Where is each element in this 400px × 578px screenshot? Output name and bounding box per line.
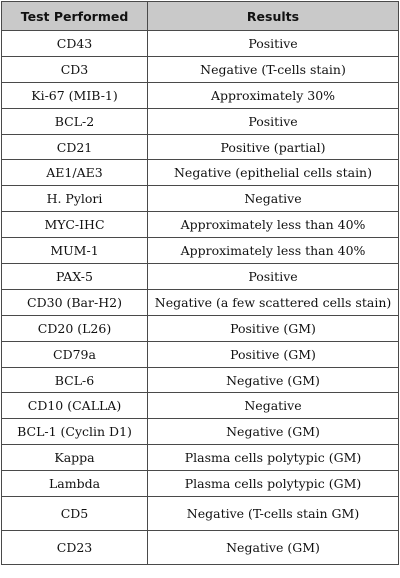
- result-cell: Positive (partial): [147, 133, 399, 161]
- result-cell: Negative (a few scattered cells stain): [147, 288, 399, 316]
- table-row: CD23 Negative (GM): [1, 530, 399, 566]
- result-cell: Approximately 30%: [147, 81, 399, 109]
- result-cell: Negative (GM): [147, 530, 399, 566]
- table-row: Kappa Plasma cells polytypic (GM): [1, 444, 399, 472]
- test-cell: Lambda: [1, 470, 148, 498]
- header-results: Results: [147, 1, 399, 31]
- result-cell: Positive: [147, 263, 399, 290]
- test-cell: PAX-5: [1, 263, 148, 290]
- table-row: CD21 Positive (partial): [1, 133, 399, 161]
- table-row: BCL-1 (Cyclin D1) Negative (GM): [1, 418, 399, 446]
- result-cell: Plasma cells polytypic (GM): [147, 470, 399, 498]
- result-cell: Positive (GM): [147, 314, 399, 342]
- result-cell: Positive: [147, 107, 399, 135]
- result-cell: Approximately less than 40%: [147, 211, 399, 239]
- table-row: PAX-5 Positive: [1, 263, 399, 290]
- result-cell: Negative: [147, 185, 399, 213]
- result-cell: Negative (epithelial cells stain): [147, 159, 399, 187]
- test-cell: CD23: [1, 530, 148, 566]
- test-cell: CD30 (Bar-H2): [1, 288, 148, 316]
- test-cell: BCL-6: [1, 366, 148, 394]
- table-row: BCL-6 Negative (GM): [1, 366, 399, 394]
- test-cell: Ki-67 (MIB-1): [1, 81, 148, 109]
- result-cell: Negative (T-cells stain GM): [147, 496, 399, 532]
- result-cell: Positive (GM): [147, 340, 399, 368]
- test-cell: BCL-1 (Cyclin D1): [1, 418, 148, 446]
- test-cell: CD43: [1, 30, 148, 57]
- result-cell: Negative (GM): [147, 418, 399, 446]
- test-cell: CD21: [1, 133, 148, 161]
- result-cell: Negative (GM): [147, 366, 399, 394]
- table-row: BCL-2 Positive: [1, 107, 399, 135]
- table-header-row: Test Performed Results: [1, 1, 399, 31]
- test-cell: CD20 (L26): [1, 314, 148, 342]
- result-cell: Positive: [147, 30, 399, 57]
- table-row: AE1/AE3 Negative (epithelial cells stain): [1, 159, 399, 187]
- table-row: CD43 Positive: [1, 30, 399, 57]
- test-cell: CD10 (CALLA): [1, 392, 148, 420]
- table-row: MYC-IHC Approximately less than 40%: [1, 211, 399, 239]
- table-row: CD5 Negative (T-cells stain GM): [1, 496, 399, 532]
- test-cell: AE1/AE3: [1, 159, 148, 187]
- table-row: CD79a Positive (GM): [1, 340, 399, 368]
- results-table-container: Test Performed Results CD43 Positive CD3 N…: [1, 1, 399, 566]
- test-cell: BCL-2: [1, 107, 148, 135]
- table-row: Ki-67 (MIB-1) Approximately 30%: [1, 81, 399, 109]
- test-cell: CD3: [1, 55, 148, 83]
- table-row: CD30 (Bar-H2) Negative (a few scattered c…: [1, 288, 399, 316]
- test-cell: MUM-1: [1, 237, 148, 265]
- result-cell: Negative: [147, 392, 399, 420]
- header-test-performed: Test Performed: [1, 1, 148, 31]
- test-cell: H. Pylori: [1, 185, 148, 213]
- test-cell: CD5: [1, 496, 148, 532]
- table-row: MUM-1 Approximately less than 40%: [1, 237, 399, 265]
- table-row: CD20 (L26) Positive (GM): [1, 314, 399, 342]
- result-cell: Plasma cells polytypic (GM): [147, 444, 399, 472]
- table-row: H. Pylori Negative: [1, 185, 399, 213]
- table-row: CD10 (CALLA) Negative: [1, 392, 399, 420]
- test-cell: MYC-IHC: [1, 211, 148, 239]
- result-cell: Negative (T-cells stain): [147, 55, 399, 83]
- result-cell: Approximately less than 40%: [147, 237, 399, 265]
- table-row: CD3 Negative (T-cells stain): [1, 55, 399, 83]
- test-cell: Kappa: [1, 444, 148, 472]
- test-cell: CD79a: [1, 340, 148, 368]
- results-table: Test Performed Results CD43 Positive CD3 N…: [1, 1, 399, 566]
- table-row: Lambda Plasma cells polytypic (GM): [1, 470, 399, 498]
